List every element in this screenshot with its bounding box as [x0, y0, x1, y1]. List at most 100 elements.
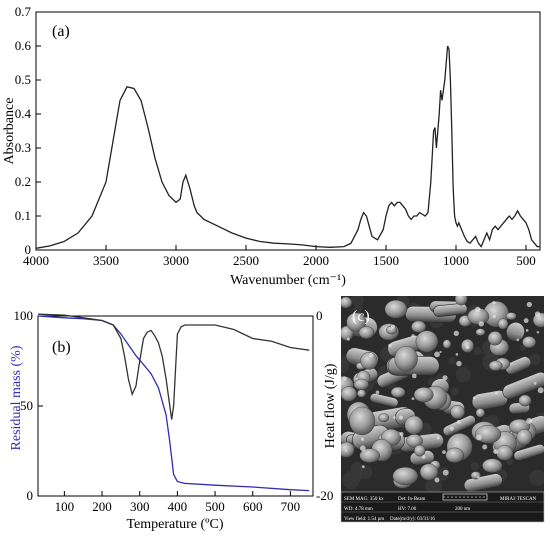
- sem-highlight: [375, 390, 380, 395]
- panel-a-x-axis-label: Wavenumber (cm⁻¹): [230, 273, 346, 288]
- sem-highlight: [453, 330, 459, 337]
- sem-highlight: [476, 434, 482, 441]
- sem-instrument: MIRA3 TESCAN: [500, 497, 537, 502]
- sem-round-particle: [475, 328, 486, 336]
- sem-round-particle: [378, 413, 390, 423]
- panel-a-y-tick-label: 0.2: [15, 174, 31, 189]
- sem-highlight: [478, 321, 484, 327]
- sem-highlight: [398, 415, 404, 420]
- sem-highlight: [344, 449, 348, 452]
- panel-a-x-tick-label: 3000: [163, 253, 189, 268]
- sem-round-particle: [341, 441, 355, 458]
- panel-a-y-tick-label: 0.4: [15, 106, 32, 121]
- sem-date: Date(m/d/y): 03/31/16: [390, 517, 435, 522]
- panel-b-left-y-tick-label: 0: [27, 488, 34, 503]
- sem-highlight: [359, 445, 366, 452]
- sem-texture-spot: [470, 462, 480, 471]
- panel-a-y-ticks: 0 0.1 0.2 0.3 0.4 0.5 0.6 0.7: [15, 4, 41, 257]
- panel-a-x-tick-label: 4000: [23, 253, 49, 268]
- sem-wd: WD: 4.78 mm: [344, 507, 373, 512]
- sem-round-particle: [358, 326, 375, 339]
- panel-a-x-tick-label: 1500: [373, 253, 399, 268]
- sem-particles: [341, 296, 544, 492]
- panel-a-y-axis-label: Absorbance: [2, 98, 17, 165]
- sem-highlight: [482, 444, 488, 450]
- sem-round-particle: [341, 296, 353, 309]
- sem-highlight: [455, 353, 459, 356]
- sem-detector: Det: In-Beam: [398, 497, 425, 502]
- sem-round-particle: [487, 331, 503, 346]
- panel-b-x-tick-label: 200: [92, 499, 112, 514]
- sem-round-particle: [442, 339, 452, 349]
- sem-highlight: [523, 318, 529, 324]
- sem-round-particle: [497, 318, 509, 330]
- sem-highlight: [477, 475, 480, 479]
- sem-rod-particle: [433, 303, 468, 317]
- sem-mag: SEM MAG: 350 kx: [344, 497, 384, 502]
- sem-texture-spot: [529, 469, 544, 486]
- sem-highlight: [442, 375, 448, 381]
- sem-round-particle: [450, 404, 465, 419]
- sem-round-particle: [488, 360, 503, 371]
- sem-highlight: [436, 436, 440, 440]
- sem-highlight: [399, 431, 404, 437]
- panel-b-left-y-tick-label: 50: [20, 398, 33, 413]
- sem-round-particle: [413, 387, 434, 403]
- sem-texture-spot: [341, 360, 349, 374]
- panel-a-y-tick-label: 0.3: [15, 140, 31, 155]
- panel-b-x-tick-label: 300: [130, 499, 150, 514]
- sem-round-particle: [384, 299, 408, 319]
- panel-b-left-y-tick-label: 100: [14, 308, 34, 323]
- sem-rod-particle: [502, 371, 544, 400]
- sem-round-particle: [360, 352, 378, 370]
- sem-highlight: [434, 477, 440, 483]
- sem-round-particle: [475, 408, 485, 418]
- sem-round-particle: [346, 312, 367, 332]
- panel-b-right-y-tick-label: 0: [316, 308, 323, 323]
- sem-highlight: [390, 324, 395, 329]
- sem-highlight: [537, 387, 544, 394]
- panel-a-plot-frame: [35, 11, 541, 251]
- panel-a-ftir-chart: 4000 3500 3000 2500 2000 1500 1000 500 00.10.20…: [2, 4, 541, 288]
- panel-a-x-tick-label: 1000: [443, 253, 469, 268]
- panel-b-x-tick-label: 400: [168, 499, 188, 514]
- panel-b-x-tick-label: 100: [55, 499, 75, 514]
- panel-b-left-y-ticks: 0 50 100: [14, 308, 43, 503]
- sem-highlight: [361, 437, 365, 441]
- sem-round-particle: [475, 425, 502, 444]
- sem-round-particle: [518, 394, 532, 407]
- panel-b-thermal-chart: 100 200 300 400 500 600 700 0 50 100 0 -20 (b) Te…: [9, 308, 338, 532]
- sem-highlight: [492, 301, 496, 305]
- panel-a-y-tick-label: 0.1: [15, 208, 31, 223]
- sem-highlight: [516, 338, 520, 342]
- panel-a-y-tick-label: 0.5: [15, 72, 31, 87]
- panel-a-y-tick-label: 0: [25, 242, 32, 257]
- panel-b-right-y-axis-label: Heat flow (J/g): [323, 363, 338, 448]
- sem-rod-particle: [505, 356, 532, 375]
- sem-texture-spot: [353, 305, 362, 314]
- sem-hv: HV: 7.00: [398, 507, 417, 512]
- panel-a-x-tick-label: 500: [516, 253, 536, 268]
- panel-b-x-tick-label: 700: [281, 499, 301, 514]
- sem-highlight: [361, 465, 365, 469]
- sem-round-particle: [496, 445, 514, 461]
- panel-b-right-y-ticks: 0 -20: [308, 308, 333, 503]
- sem-round-particle: [505, 312, 517, 321]
- sem-highlight: [434, 351, 440, 358]
- sem-round-particle: [349, 406, 376, 436]
- panel-a-y-tick-label: 0.6: [15, 38, 32, 53]
- sem-highlight: [472, 396, 476, 400]
- sem-texture-spot: [473, 347, 482, 356]
- sem-round-particle: [353, 378, 369, 391]
- panel-a-label: (a): [52, 23, 70, 40]
- sem-highlight: [442, 450, 446, 454]
- panel-a-x-ticks: 4000 3500 3000 2500 2000 1500 1000 500: [23, 245, 536, 268]
- sem-highlight: [526, 418, 532, 424]
- sem-texture-spot: [448, 356, 456, 365]
- panel-b-x-tick-label: 600: [243, 499, 263, 514]
- panel-b-left-y-axis-label: Residual mass (%): [9, 345, 24, 450]
- sem-highlight: [536, 331, 540, 334]
- sem-highlight: [494, 391, 498, 395]
- sem-highlight: [534, 311, 541, 317]
